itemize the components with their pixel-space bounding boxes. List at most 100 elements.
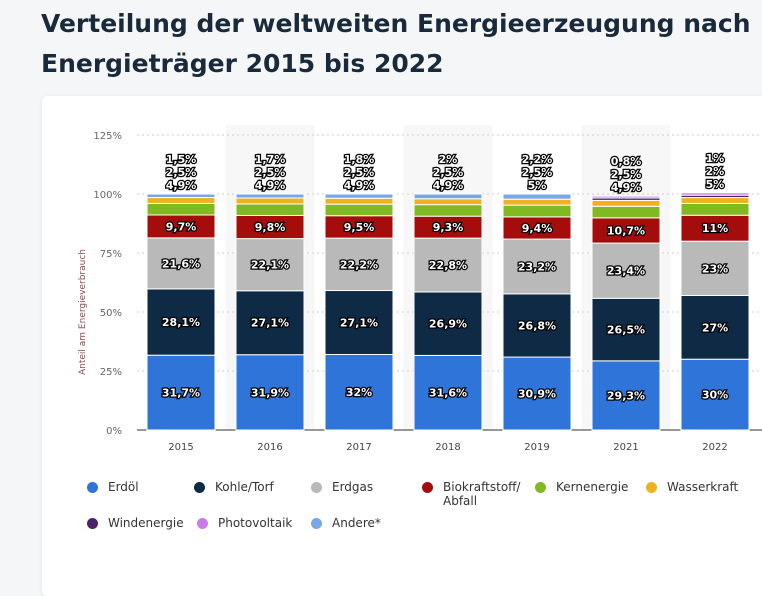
data-label: 22,8%	[429, 259, 467, 272]
bar-segment	[680, 294, 750, 360]
bar-segment	[324, 193, 394, 199]
legend-label: Windenergie	[108, 516, 184, 530]
bar-segment	[235, 238, 305, 292]
data-label: 22,2%	[340, 258, 378, 271]
x-tick-label: 2021	[613, 442, 638, 453]
bar-segment	[502, 293, 572, 358]
data-label: 4,9%	[433, 179, 464, 192]
legend-item[interactable]: Wasserkraft	[646, 480, 738, 494]
bar-segment	[413, 193, 483, 200]
bar-segment	[502, 204, 572, 218]
bar-segment	[591, 360, 661, 431]
bar-segment	[235, 290, 305, 356]
y-tick-label: 75%	[100, 249, 122, 260]
bar-segment	[146, 197, 216, 204]
y-tick-label: 50%	[100, 308, 122, 319]
data-label: 9,8%	[255, 221, 286, 234]
data-label: 29,3%	[607, 389, 645, 402]
x-tick-label: 2016	[257, 442, 282, 453]
x-tick-label: 2018	[435, 442, 460, 453]
data-label: 1,7%	[255, 153, 286, 166]
x-tick-label: 2017	[346, 442, 371, 453]
chart-card: 0% 25% 50% 75% 100% 125% Anteil am Energieverb…	[42, 96, 762, 596]
y-tick-label: 25%	[100, 367, 122, 378]
bar-segment	[413, 237, 483, 293]
data-label: 2,2%	[522, 153, 553, 166]
bar-segment	[591, 217, 661, 244]
data-label: 26,9%	[429, 318, 467, 331]
y-tick-label: 100%	[93, 190, 122, 201]
y-tick-label: 0%	[106, 426, 122, 437]
bar-segment	[235, 193, 305, 199]
data-label: 11%	[702, 222, 728, 235]
data-label: 22,1%	[251, 259, 289, 272]
data-label: 4,9%	[611, 181, 642, 194]
bar-segment	[324, 353, 394, 431]
data-label: 4,9%	[344, 179, 375, 192]
bar-segment	[146, 193, 216, 199]
data-label: 30%	[702, 389, 728, 402]
legend-item[interactable]: Photovoltaik	[197, 516, 292, 530]
legend-item[interactable]: Andere*	[311, 516, 381, 530]
legend-label: Photovoltaik	[218, 516, 293, 530]
data-label: 2,5%	[611, 168, 642, 181]
bar-segment	[235, 354, 305, 431]
data-label: 10,7%	[607, 224, 645, 237]
data-label: 23,4%	[607, 265, 645, 278]
bar-segment	[413, 354, 483, 431]
data-label: 1,8%	[344, 153, 375, 166]
bar-segment	[324, 290, 394, 355]
bar-segment	[680, 192, 750, 196]
data-label: 28,1%	[162, 316, 200, 329]
legend-item[interactable]: Kernenergie	[535, 480, 628, 494]
bar-segment	[591, 195, 661, 199]
legend-item[interactable]: Windenergie	[87, 516, 184, 530]
bar-segment	[235, 197, 305, 205]
legend-dot-icon	[646, 482, 657, 493]
bar-segment	[413, 291, 483, 356]
bar-segment	[502, 193, 572, 200]
stacked-bar-chart: 0% 25% 50% 75% 100% 125% Anteil am Energieverb…	[78, 125, 762, 453]
page-title: Verteilung der weltweiten Energieerzeugu…	[41, 9, 751, 78]
data-label: 4,9%	[255, 179, 286, 192]
data-label: 32%	[346, 386, 372, 399]
data-label: 9,4%	[522, 222, 553, 235]
data-label: 26,5%	[607, 324, 645, 337]
legend-dot-icon	[422, 482, 433, 493]
bar-segment	[680, 214, 750, 242]
legend-item[interactable]: Erdöl	[87, 480, 139, 494]
data-label: 31,6%	[429, 387, 467, 400]
legend-label: Wasserkraft	[667, 480, 739, 494]
legend-label: Erdöl	[108, 480, 139, 494]
bar-segment	[146, 237, 216, 290]
data-label: 2%	[439, 153, 458, 166]
legend-dot-icon	[311, 518, 322, 529]
data-label: 2,5%	[433, 166, 464, 179]
data-label: 1,5%	[166, 153, 197, 166]
bar-segment	[413, 198, 483, 206]
bar-segment	[235, 203, 305, 216]
x-tick-label: 2019	[524, 442, 549, 453]
data-label: 2%	[706, 165, 725, 178]
bar-segment	[146, 354, 216, 431]
data-label: 9,3%	[433, 221, 464, 234]
legend-item[interactable]: Erdgas	[311, 480, 373, 494]
bar-segment	[324, 197, 394, 205]
x-tick-label: 2022	[702, 442, 727, 453]
data-label: 27%	[702, 321, 728, 334]
data-label: 23,2%	[518, 260, 556, 273]
legend-dot-icon	[311, 482, 322, 493]
bar-segment	[502, 198, 572, 206]
bar-segment	[502, 238, 572, 295]
legend-item[interactable]: Biokraftstoff/ Abfall	[422, 480, 533, 508]
bar-segment	[680, 197, 750, 204]
legend-dot-icon	[87, 518, 98, 529]
data-label: 2,5%	[522, 166, 553, 179]
bar-segment	[591, 199, 661, 207]
y-tick-label: 125%	[93, 131, 122, 142]
legend-item[interactable]: Kohle/Torf	[194, 480, 274, 494]
data-label: 2,5%	[344, 166, 375, 179]
bar-segment	[324, 203, 394, 217]
bar-segment	[680, 202, 750, 216]
data-label: 2,5%	[255, 166, 286, 179]
